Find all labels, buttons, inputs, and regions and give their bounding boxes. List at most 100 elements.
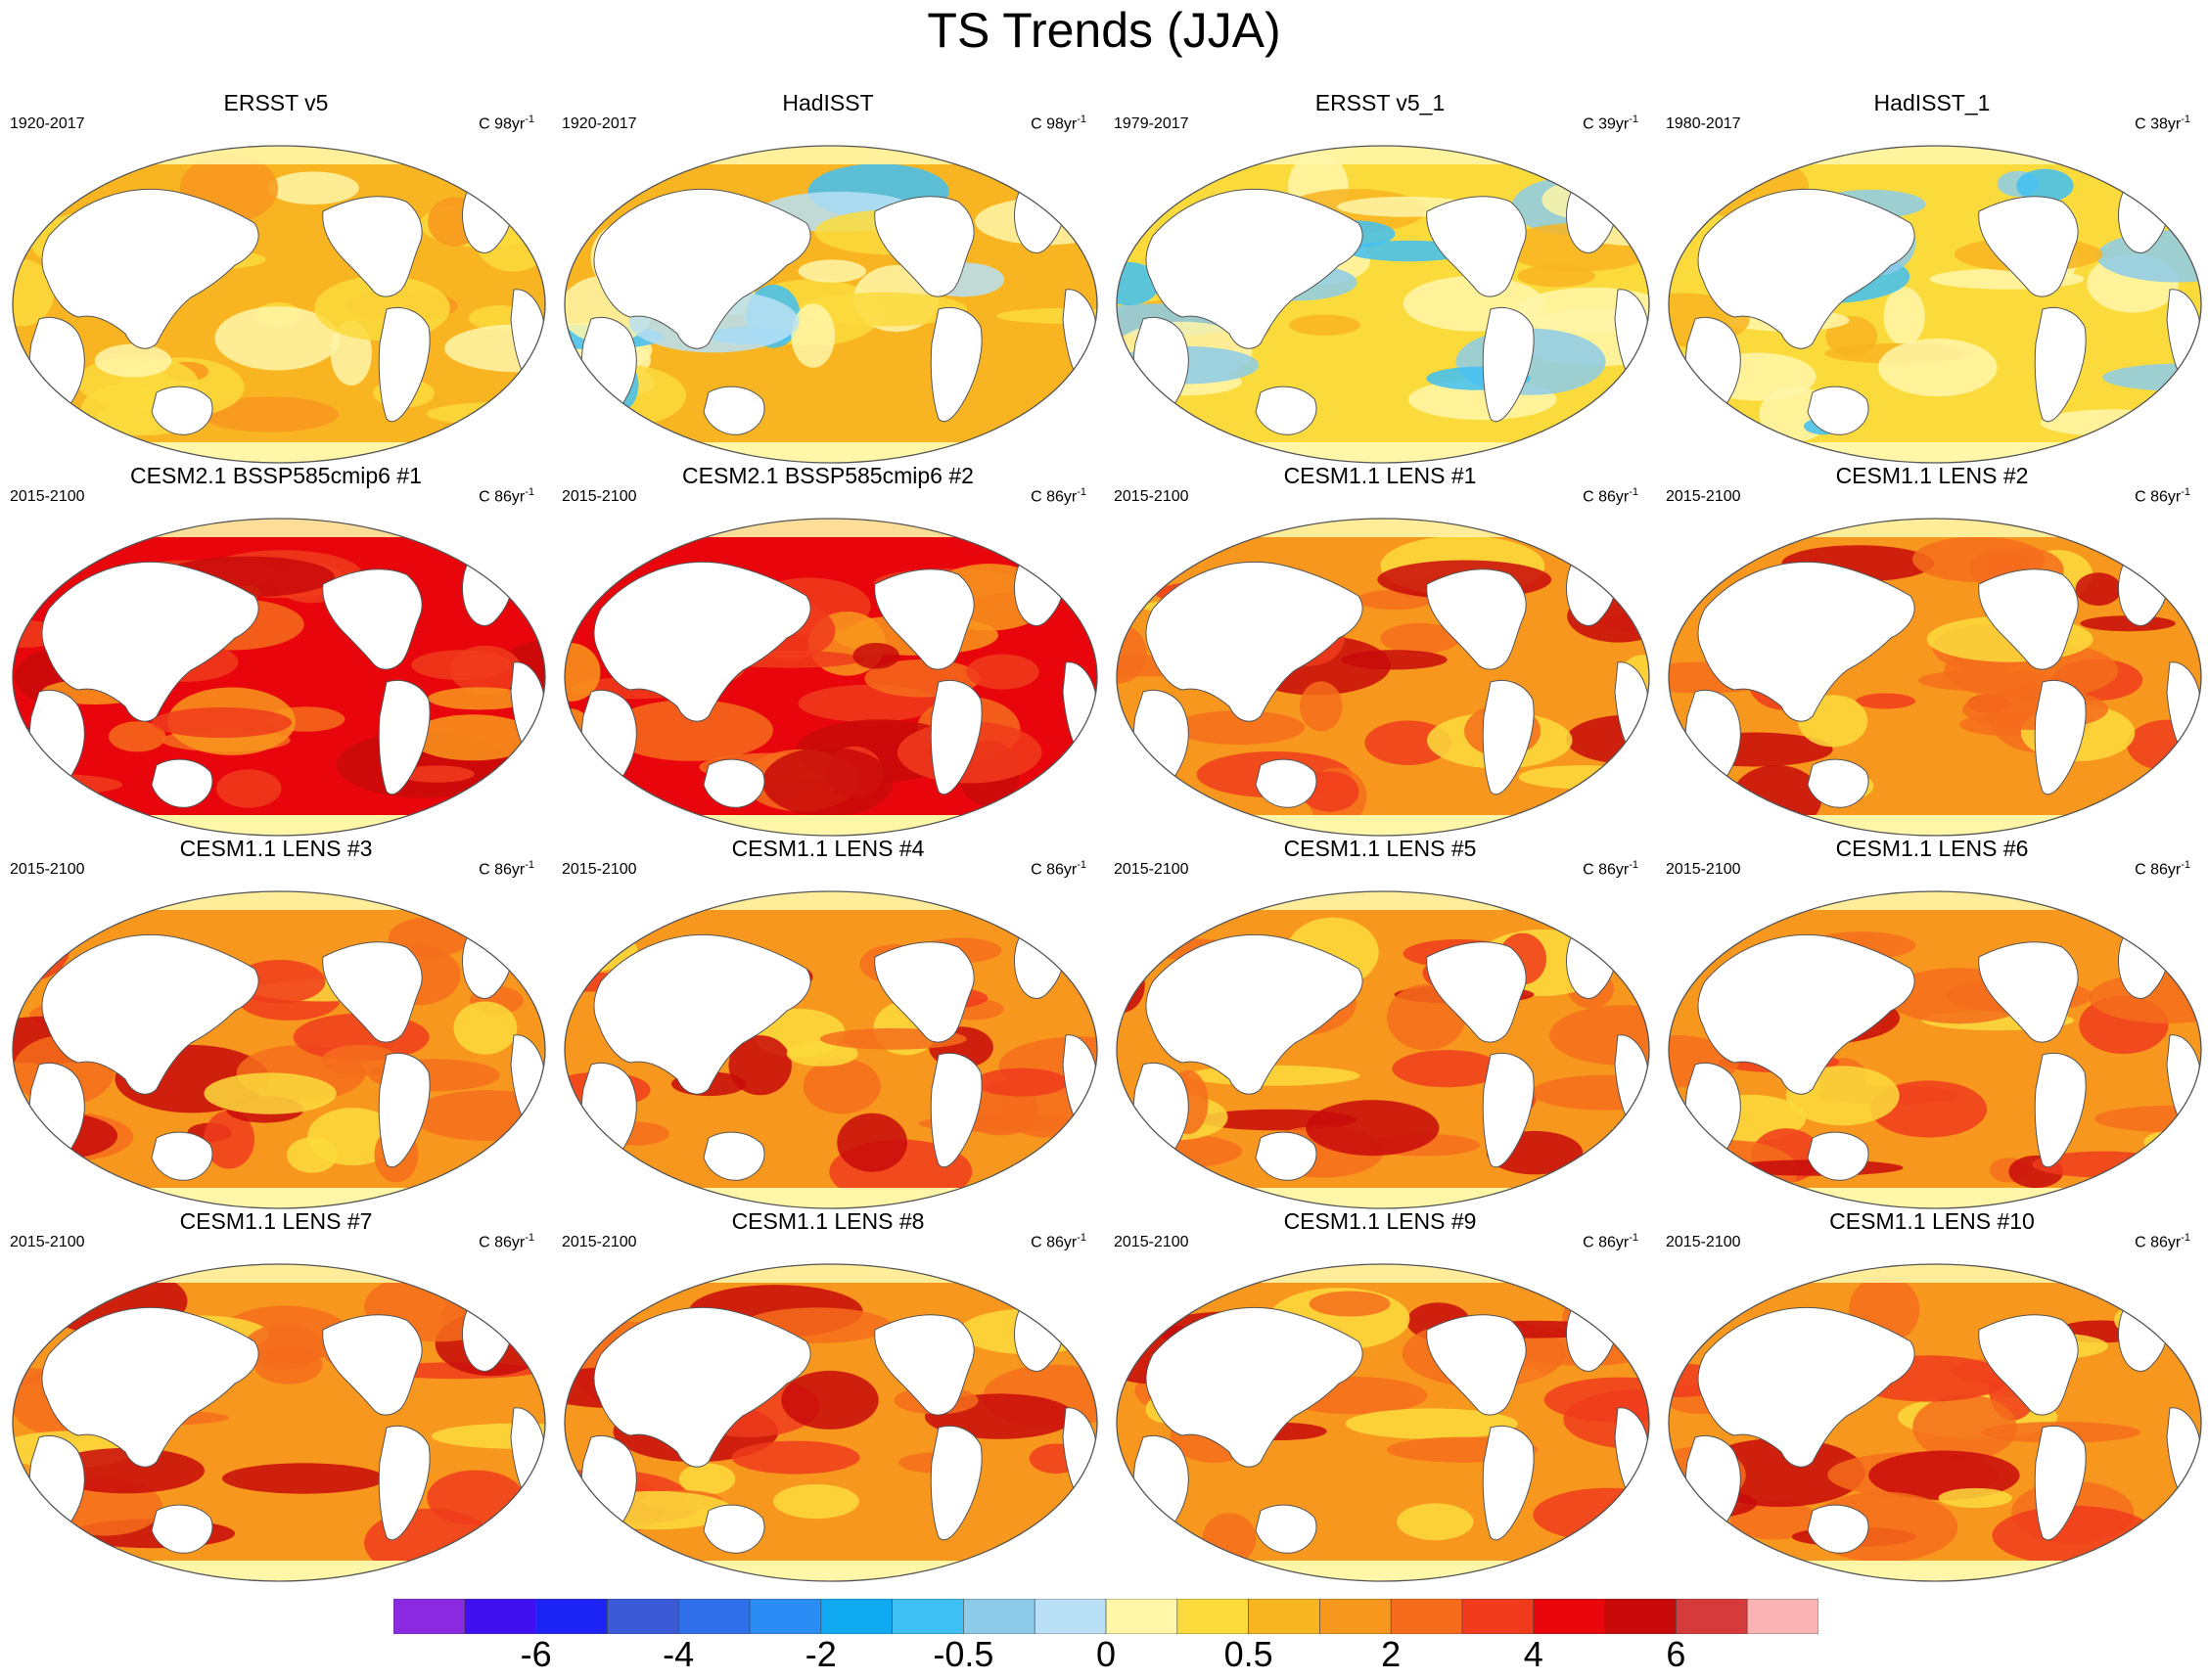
panel-period: 2015-2100 — [562, 1234, 637, 1250]
panel-title: HadISST — [782, 90, 874, 115]
panel-period: 2015-2100 — [1666, 1234, 1741, 1250]
panel-units: C 38yr-1 — [2135, 114, 2190, 133]
map-plot — [12, 890, 546, 1209]
panel-period: 1979-2017 — [1114, 115, 1189, 132]
panel-units: C 98yr-1 — [479, 114, 534, 133]
panel-title: CESM1.1 LENS #10 — [1829, 1208, 2035, 1234]
map-plot — [1116, 145, 1650, 464]
panel-period: 2015-2100 — [1666, 488, 1741, 505]
panel-period: 2015-2100 — [10, 1234, 85, 1250]
colorbar-swatch — [1390, 1599, 1463, 1634]
panel-units-exponent: -1 — [2181, 486, 2190, 498]
panel-units-exponent: -1 — [1077, 486, 1086, 498]
panel-units-exponent: -1 — [1629, 486, 1638, 498]
panel-units-exponent: -1 — [1077, 1232, 1086, 1244]
panel-title: CESM1.1 LENS #1 — [1283, 463, 1477, 488]
panel-units-text: C 86yr — [1031, 861, 1078, 879]
panel-title: CESM1.1 LENS #8 — [731, 1208, 925, 1234]
panel-units-text: C 86yr — [1583, 488, 1630, 506]
panel-units-text: C 86yr — [1031, 488, 1078, 506]
map-panel: CESM2.1 BSSP585cmip6 #1 2015-2100 C 86yr-1 — [0, 463, 552, 837]
panel-period: 2015-2100 — [1114, 1234, 1189, 1250]
colorbar-swatch — [464, 1599, 536, 1634]
map-panel: CESM1.1 LENS #5 2015-2100 C 86yr-1 — [1104, 836, 1656, 1209]
panel-units: C 86yr-1 — [1583, 859, 1638, 879]
panel-units: C 39yr-1 — [1583, 114, 1638, 133]
colorbar-tick-label: 2 — [1381, 1634, 1402, 1674]
panel-units-exponent: -1 — [2181, 114, 2190, 125]
map-panel: CESM1.1 LENS #10 2015-2100 C 86yr-1 — [1656, 1208, 2208, 1582]
map-panel: CESM1.1 LENS #2 2015-2100 C 86yr-1 — [1656, 463, 2208, 837]
panel-units: C 86yr-1 — [1583, 1232, 1638, 1251]
colorbar-swatch — [749, 1599, 822, 1634]
map-panel: HadISST_1 1980-2017 C 38yr-1 — [1656, 90, 2208, 464]
panel-units-exponent: -1 — [525, 1232, 534, 1244]
colorbar-swatch — [820, 1599, 893, 1634]
panel-units-text: C 86yr — [479, 488, 526, 506]
panel-units-text: C 86yr — [479, 861, 526, 879]
map-panel: CESM1.1 LENS #1 2015-2100 C 86yr-1 — [1104, 463, 1656, 837]
panel-units-exponent: -1 — [1077, 859, 1086, 871]
panel-title: CESM1.1 LENS #5 — [1283, 836, 1477, 861]
panel-units-text: C 86yr — [2135, 488, 2182, 506]
panel-title: ERSST v5_1 — [1314, 90, 1446, 115]
panel-units-exponent: -1 — [525, 114, 534, 125]
map-panel: HadISST 1920-2017 C 98yr-1 — [552, 90, 1104, 464]
colorbar-swatch — [393, 1599, 466, 1634]
map-plot — [564, 1263, 1098, 1582]
panel-units: C 86yr-1 — [1031, 1232, 1086, 1251]
figure-title: TS Trends (JJA) — [927, 3, 1281, 58]
colorbar-tick-label: 6 — [1666, 1634, 1686, 1674]
panel-period: 2015-2100 — [10, 488, 85, 505]
map-plot — [1668, 1263, 2202, 1582]
panel-units-exponent: -1 — [1629, 1232, 1638, 1244]
map-panel: CESM1.1 LENS #8 2015-2100 C 86yr-1 — [552, 1208, 1104, 1582]
map-plot — [12, 518, 546, 837]
panel-units-text: C 98yr — [1031, 115, 1078, 133]
map-panel: CESM1.1 LENS #4 2015-2100 C 86yr-1 — [552, 836, 1104, 1209]
panel-title: CESM1.1 LENS #9 — [1283, 1208, 1477, 1234]
panel-period: 1920-2017 — [10, 115, 85, 132]
panel-units-exponent: -1 — [1629, 859, 1638, 871]
colorbar-swatch — [1176, 1599, 1249, 1634]
colorbar-tick-label: -4 — [663, 1634, 695, 1674]
panel-units: C 86yr-1 — [2135, 486, 2190, 506]
map-plot — [1116, 518, 1650, 837]
colorbar-swatch — [1746, 1599, 1818, 1634]
colorbar-swatch — [1319, 1599, 1392, 1634]
panel-title: CESM1.1 LENS #7 — [179, 1208, 373, 1234]
colorbar-swatch — [1034, 1599, 1107, 1634]
panel-units: C 86yr-1 — [1583, 486, 1638, 506]
panel-units-text: C 86yr — [1583, 861, 1630, 879]
colorbar — [393, 1599, 1818, 1634]
panel-period: 2015-2100 — [562, 488, 637, 505]
map-plot — [1116, 1263, 1650, 1582]
panel-period: 2015-2100 — [1114, 488, 1189, 505]
map-plot — [1668, 518, 2202, 837]
panel-units: C 86yr-1 — [479, 1232, 534, 1251]
colorbar-swatch — [1105, 1599, 1178, 1634]
panel-units: C 86yr-1 — [1031, 486, 1086, 506]
panel-period: 2015-2100 — [10, 861, 85, 878]
panel-title: ERSST v5 — [223, 90, 329, 115]
colorbar-swatch — [1533, 1599, 1605, 1634]
panel-units-exponent: -1 — [525, 859, 534, 871]
panel-units-exponent: -1 — [1077, 114, 1086, 125]
panel-title: CESM1.1 LENS #3 — [179, 836, 373, 861]
panel-units: C 98yr-1 — [1031, 114, 1086, 133]
panel-units: C 86yr-1 — [2135, 1232, 2190, 1251]
panel-period: 2015-2100 — [1666, 861, 1741, 878]
panel-period: 1920-2017 — [562, 115, 637, 132]
panel-units-text: C 86yr — [2135, 861, 2182, 879]
colorbar-swatch — [963, 1599, 1035, 1634]
panel-units-text: C 86yr — [1583, 1234, 1630, 1251]
colorbar-swatch — [892, 1599, 964, 1634]
colorbar-swatch — [1248, 1599, 1320, 1634]
panel-units-exponent: -1 — [2181, 1232, 2190, 1244]
map-panel: ERSST v5_1 1979-2017 C 39yr-1 — [1104, 90, 1656, 464]
panel-units-text: C 39yr — [1583, 115, 1630, 133]
map-plot — [1116, 890, 1650, 1209]
map-panel: CESM1.1 LENS #9 2015-2100 C 86yr-1 — [1104, 1208, 1656, 1582]
panel-units-exponent: -1 — [1629, 114, 1638, 125]
map-plot — [564, 145, 1098, 464]
